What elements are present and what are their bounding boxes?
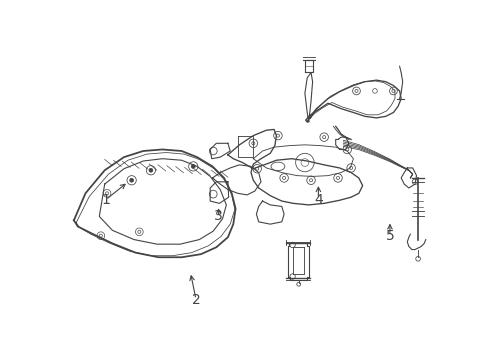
- Text: 3: 3: [214, 210, 223, 224]
- Circle shape: [129, 178, 133, 182]
- Text: 2: 2: [191, 293, 200, 307]
- Text: 1: 1: [101, 193, 110, 207]
- Text: 4: 4: [313, 193, 322, 207]
- Text: 5: 5: [385, 229, 393, 243]
- Circle shape: [191, 165, 195, 168]
- Circle shape: [149, 168, 153, 172]
